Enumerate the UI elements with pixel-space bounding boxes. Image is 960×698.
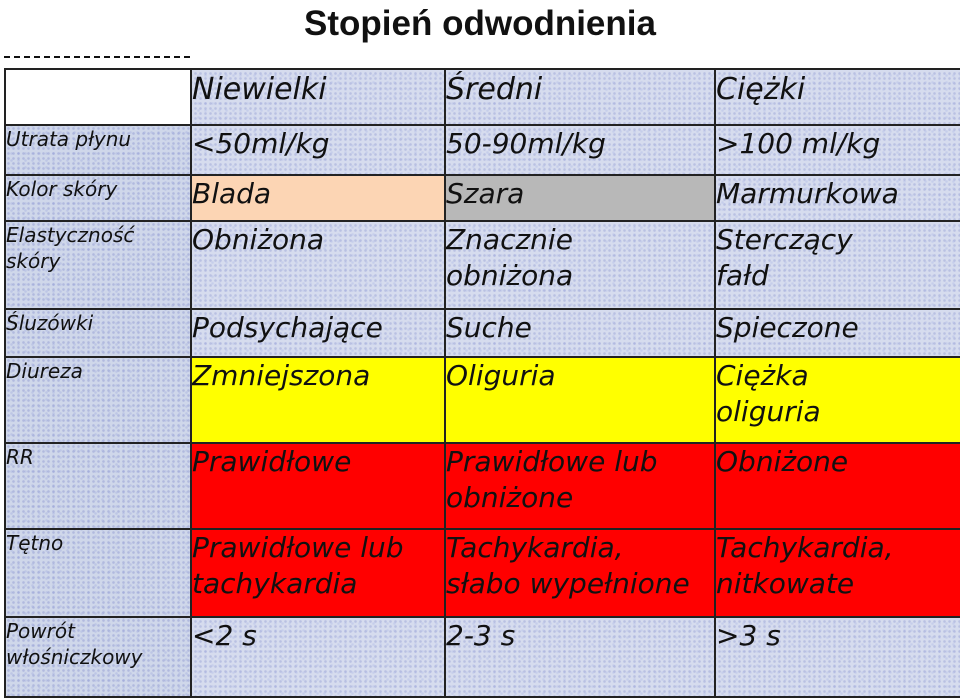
table-cell: Blada xyxy=(190,174,446,222)
table-cell: Znacznie obniżona xyxy=(444,220,716,310)
table-cell: Tachykardia, nitkowate xyxy=(714,528,960,618)
corner-cell xyxy=(4,68,192,126)
row-label: Śluzówki xyxy=(4,308,192,358)
table-cell: Sterczący fałd xyxy=(714,220,960,310)
table-row: Śluzówki Podsychające Suche Spieczone xyxy=(4,308,960,358)
column-header-severe: Ciężki xyxy=(714,68,960,126)
table-row: RR Prawidłowe Prawidłowe lub obniżone Ob… xyxy=(4,442,960,530)
table-row: Diureza Zmniejszona Oliguria Ciężka olig… xyxy=(4,356,960,444)
table-cell: Tachykardia, słabo wypełnione xyxy=(444,528,716,618)
table-cell: Suche xyxy=(444,308,716,358)
column-header-mild: Niewielki xyxy=(190,68,446,126)
table-cell: Prawidłowe lub tachykardia xyxy=(190,528,446,618)
column-header-moderate: Średni xyxy=(444,68,716,126)
table-row: Powrót włośniczkowy <2 s 2-3 s >3 s xyxy=(4,616,960,698)
row-label: Elastyczność skóry xyxy=(4,220,192,310)
table-cell: Obniżona xyxy=(190,220,446,310)
table-cell: <2 s xyxy=(190,616,446,698)
row-label: RR xyxy=(4,442,192,530)
table-cell: >3 s xyxy=(714,616,960,698)
header-row: Niewielki Średni Ciężki xyxy=(4,68,960,126)
table-cell: 50-90ml/kg xyxy=(444,124,716,176)
row-label: Diureza xyxy=(4,356,192,444)
row-label: Utrata płynu xyxy=(4,124,192,176)
table-cell: 2-3 s xyxy=(444,616,716,698)
table-row: Elastyczność skóry Obniżona Znacznie obn… xyxy=(4,220,960,310)
table-row: Tętno Prawidłowe lub tachykardia Tachyka… xyxy=(4,528,960,618)
table-cell: Oliguria xyxy=(444,356,716,444)
row-label: Kolor skóry xyxy=(4,174,192,222)
table-cell: Prawidłowe lub obniżone xyxy=(444,442,716,530)
table-row: Kolor skóry Blada Szara Marmurkowa xyxy=(4,174,960,222)
table-cell: Ciężka oliguria xyxy=(714,356,960,444)
table-cell: Obniżone xyxy=(714,442,960,530)
table-cell: Szara xyxy=(444,174,716,222)
dashed-line-decoration xyxy=(4,56,190,58)
table-cell: Prawidłowe xyxy=(190,442,446,530)
table-cell: <50ml/kg xyxy=(190,124,446,176)
page-title: Stopień odwodnienia xyxy=(304,4,656,43)
table-row: Utrata płynu <50ml/kg 50-90ml/kg >100 ml… xyxy=(4,124,960,176)
table-cell: Spieczone xyxy=(714,308,960,358)
table-cell: >100 ml/kg xyxy=(714,124,960,176)
row-label: Tętno xyxy=(4,528,192,618)
dehydration-table: Niewielki Średni Ciężki Utrata płynu <50… xyxy=(4,68,960,698)
row-label: Powrót włośniczkowy xyxy=(4,616,192,698)
table-cell: Marmurkowa xyxy=(714,174,960,222)
table-cell: Podsychające xyxy=(190,308,446,358)
table-cell: Zmniejszona xyxy=(190,356,446,444)
